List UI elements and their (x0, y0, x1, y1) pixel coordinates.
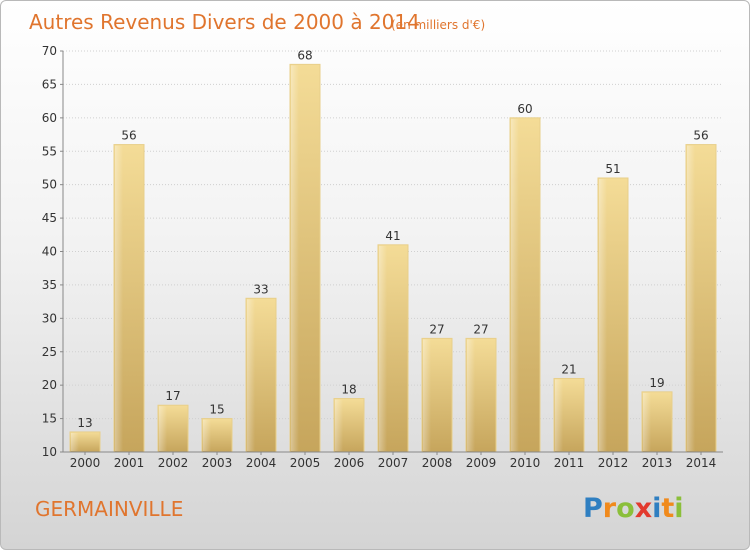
data-label-2014: 56 (693, 129, 708, 143)
data-label-2000: 13 (77, 416, 92, 430)
y-tick-label: 60 (42, 111, 57, 125)
data-label-2005: 68 (297, 48, 312, 62)
data-label-2011: 21 (561, 362, 576, 376)
bar-highlight (643, 392, 651, 451)
data-label-2001: 56 (121, 129, 136, 143)
bar-highlight (291, 65, 299, 451)
x-tick-label: 2014 (686, 456, 717, 470)
data-label-2010: 60 (517, 102, 532, 116)
bar-highlight (599, 178, 607, 451)
data-label-2004: 33 (253, 282, 268, 296)
x-tick-label: 2005 (290, 456, 321, 470)
x-tick-label: 2003 (202, 456, 233, 470)
data-label-2008: 27 (429, 322, 444, 336)
data-label-2002: 17 (165, 389, 180, 403)
chart-title: Autres Revenus Divers de 2000 à 2014 (29, 10, 420, 34)
logo-letter: P (583, 493, 603, 524)
y-tick-label: 65 (42, 77, 57, 91)
data-label-2009: 27 (473, 322, 488, 336)
x-tick-label: 2007 (378, 456, 409, 470)
x-tick-label: 2013 (642, 456, 673, 470)
bar-highlight (511, 118, 519, 451)
y-tick-label: 45 (42, 211, 57, 225)
bar-highlight (71, 432, 79, 451)
bar-highlight (467, 339, 475, 451)
y-tick-label: 40 (42, 245, 57, 259)
data-label-2003: 15 (209, 403, 224, 417)
bar-highlight (159, 406, 167, 451)
data-label-2007: 41 (385, 229, 400, 243)
y-axis: 10 15 20 25 30 35 40 45 50 55 60 65 70 (42, 44, 64, 459)
bar-highlight (423, 339, 431, 451)
logo-letter: r (603, 493, 617, 524)
y-tick-label: 30 (42, 311, 57, 325)
logo-letter: i (652, 493, 661, 524)
x-tick-label: 2011 (554, 456, 585, 470)
x-tick-label: 2009 (466, 456, 497, 470)
x-axis: 2000 2001 2002 2003 2004 2005 2006 2007 2008 2009… (63, 451, 723, 470)
x-tick-label: 2004 (246, 456, 277, 470)
bar-highlight (687, 145, 695, 452)
bar-highlight (247, 299, 255, 451)
data-label-2013: 19 (649, 376, 664, 390)
y-tick-label: 55 (42, 144, 57, 158)
proxiti-logo: Proxiti (583, 493, 684, 524)
bar-highlight (203, 419, 211, 451)
bar-highlight (379, 245, 387, 451)
y-tick-label: 70 (42, 44, 57, 58)
y-tick-label: 20 (42, 378, 57, 392)
y-tick-label: 50 (42, 178, 57, 192)
bar-highlight (115, 145, 123, 452)
data-label-2012: 51 (605, 162, 620, 176)
logo-letter: x (635, 493, 652, 524)
y-tick-label: 35 (42, 278, 57, 292)
bar-highlight (335, 399, 343, 451)
data-label-2006: 18 (341, 383, 356, 397)
logo-letter: t (661, 493, 674, 524)
x-tick-label: 2012 (598, 456, 629, 470)
x-tick-label: 2002 (158, 456, 189, 470)
x-tick-label: 2008 (422, 456, 453, 470)
chart-subtitle: (en milliers d'€) (391, 18, 485, 32)
y-tick-label: 15 (42, 412, 57, 426)
y-tick-label: 10 (42, 445, 57, 459)
bar-highlight (555, 379, 563, 451)
logo-letter: o (616, 493, 635, 524)
town-name: GERMAINVILLE (35, 497, 183, 521)
y-tick-label: 25 (42, 345, 57, 359)
x-tick-label: 2001 (114, 456, 145, 470)
logo-letter: i (674, 493, 683, 524)
x-tick-label: 2006 (334, 456, 365, 470)
x-tick-label: 2010 (510, 456, 541, 470)
bars: 13 56 17 15 33 68 18 41 27 27 60 21 51 19 56 (69, 48, 717, 453)
x-tick-label: 2000 (70, 456, 101, 470)
